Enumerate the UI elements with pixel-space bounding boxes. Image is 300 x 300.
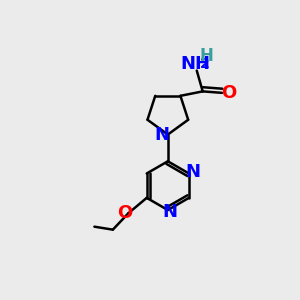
Text: O: O [221,84,236,102]
Text: NH: NH [180,55,210,73]
Text: N: N [163,203,178,221]
Text: 2: 2 [200,57,210,71]
Text: H: H [199,47,213,65]
Text: N: N [154,126,169,144]
Text: N: N [185,163,200,181]
Text: O: O [117,204,132,222]
